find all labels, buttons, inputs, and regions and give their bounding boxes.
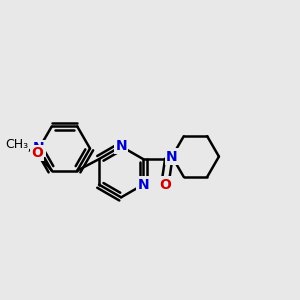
Text: N: N [115,140,127,153]
Text: N: N [33,142,45,155]
Text: O: O [31,146,43,160]
Text: CH₃: CH₃ [5,138,28,151]
Text: N: N [137,178,149,192]
Text: O: O [159,178,171,192]
Text: N: N [166,150,178,164]
